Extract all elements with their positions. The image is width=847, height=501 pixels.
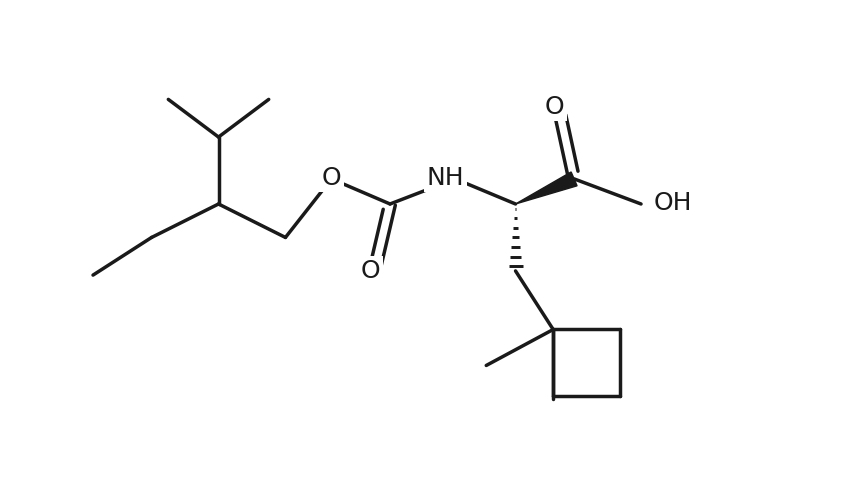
Text: NH: NH [426, 166, 464, 190]
Text: OH: OH [654, 191, 692, 215]
Text: O: O [545, 95, 565, 119]
Polygon shape [516, 173, 577, 204]
Text: O: O [361, 259, 380, 283]
Text: O: O [322, 166, 341, 190]
